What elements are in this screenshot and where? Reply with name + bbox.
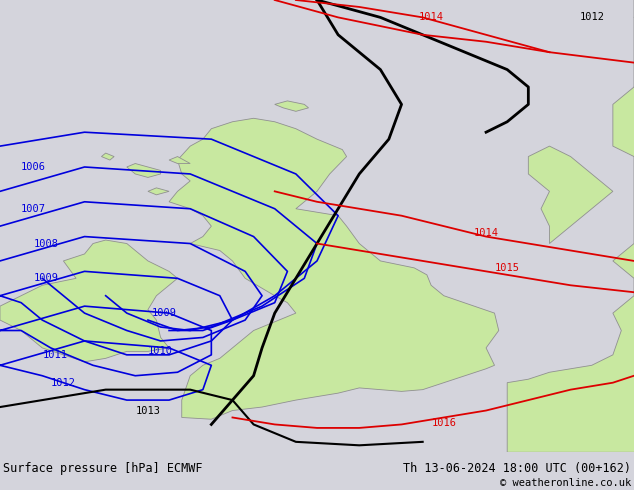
Polygon shape [101, 153, 114, 160]
Text: 1013: 1013 [136, 406, 160, 416]
Polygon shape [169, 157, 190, 164]
Text: 1009: 1009 [152, 308, 177, 318]
Text: 1015: 1015 [495, 263, 520, 273]
Text: Th 13-06-2024 18:00 UTC (00+162): Th 13-06-2024 18:00 UTC (00+162) [403, 462, 631, 475]
Text: 1012: 1012 [51, 378, 75, 388]
Text: 1012: 1012 [579, 12, 604, 23]
Text: Surface pressure [hPa] ECMWF: Surface pressure [hPa] ECMWF [3, 462, 203, 475]
Text: 1009: 1009 [34, 273, 59, 283]
Text: 1008: 1008 [34, 239, 59, 248]
Polygon shape [148, 188, 169, 195]
Text: 1014: 1014 [474, 228, 498, 238]
Text: 1007: 1007 [21, 204, 46, 214]
Text: 1010: 1010 [148, 346, 173, 356]
Text: 1016: 1016 [431, 417, 456, 428]
Polygon shape [127, 164, 160, 177]
Polygon shape [613, 0, 634, 157]
Polygon shape [275, 101, 309, 111]
Polygon shape [169, 118, 499, 419]
Polygon shape [0, 240, 178, 362]
Text: © weatheronline.co.uk: © weatheronline.co.uk [500, 478, 631, 488]
Text: 1006: 1006 [21, 162, 46, 172]
Polygon shape [528, 146, 613, 244]
Polygon shape [507, 0, 634, 452]
Text: 1014: 1014 [418, 12, 444, 23]
Text: 1011: 1011 [42, 350, 67, 360]
